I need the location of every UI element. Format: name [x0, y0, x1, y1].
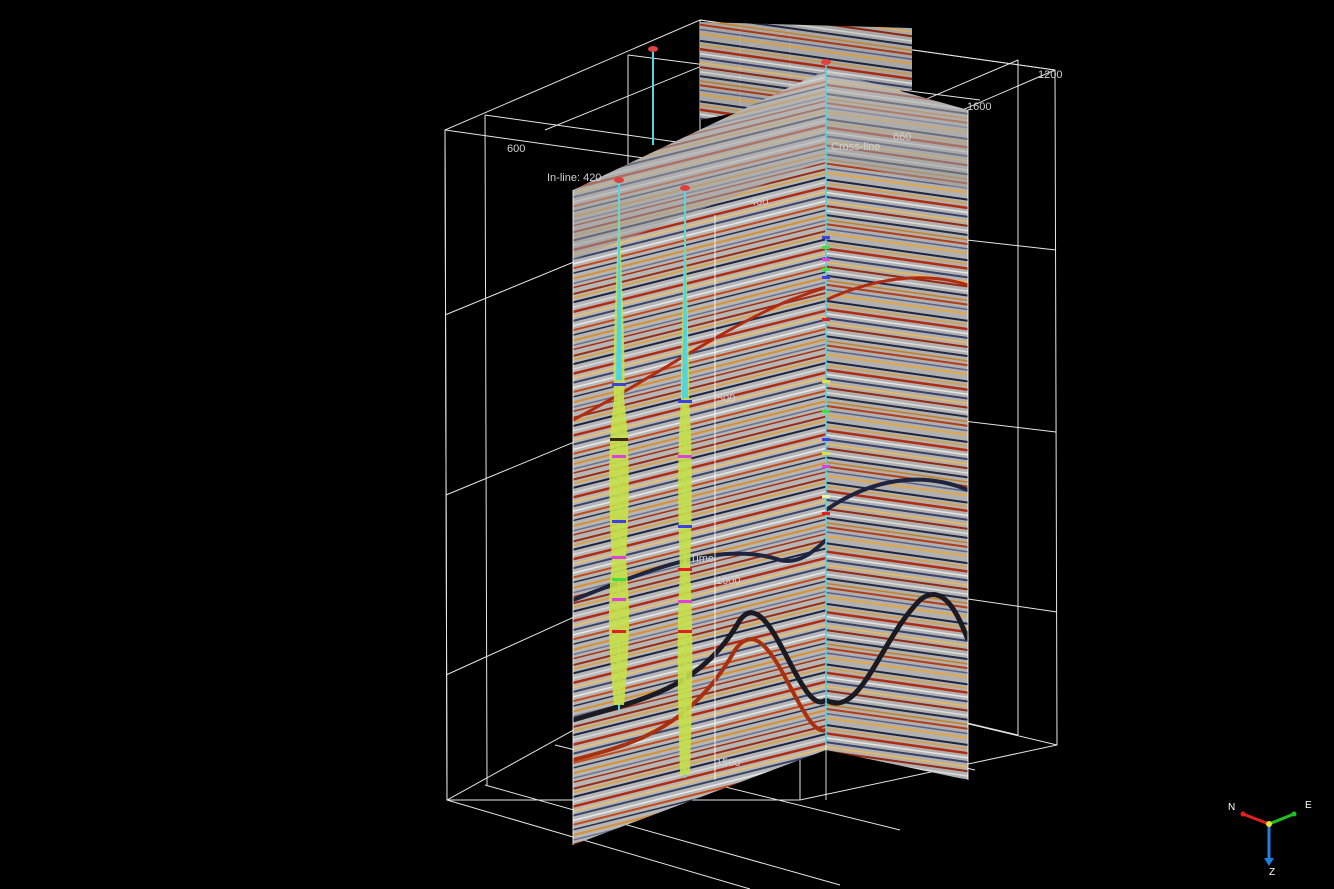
seismic-section-back[interactable]	[700, 22, 912, 120]
inline-mark-460: 460	[750, 196, 768, 208]
down-axis-label: Z	[1269, 867, 1275, 878]
seismic-crossline-section[interactable]	[824, 70, 971, 780]
seismic-inline-section[interactable]	[572, 70, 828, 845]
north-axis-arrow	[1242, 812, 1270, 826]
well-trace-3[interactable]	[821, 59, 831, 745]
well-3-markers	[822, 236, 830, 515]
depth-label-500: 500	[717, 393, 735, 405]
crossline-mark-660: 660	[893, 131, 911, 143]
well-trace-4[interactable]	[648, 46, 658, 145]
well-1-markers	[610, 383, 628, 633]
orientation-gizmo[interactable]: N E Z	[1228, 800, 1312, 878]
axis-label-1600: 1600	[967, 101, 991, 113]
well-trace-1[interactable]	[608, 177, 630, 710]
crossline-section-label: Cross-line	[831, 141, 881, 153]
east-axis-label: E	[1305, 800, 1312, 811]
axis-labels: 600 1200 1600 In-line: 420 Cross-line 46…	[507, 69, 1062, 769]
well-trace-2[interactable]	[677, 185, 693, 778]
depth-label-1000: 1000	[716, 575, 740, 587]
axis-label-600: 600	[507, 143, 525, 155]
axis-label-1200: 1200	[1038, 69, 1062, 81]
north-axis-label: N	[1228, 802, 1235, 813]
east-axis-arrow	[1268, 812, 1295, 826]
time-axis-label: Time	[690, 553, 714, 565]
inline-section-label: In-line: 420	[547, 172, 601, 184]
depth-label-1500: 1500	[716, 757, 740, 769]
well-2-markers	[678, 400, 692, 633]
